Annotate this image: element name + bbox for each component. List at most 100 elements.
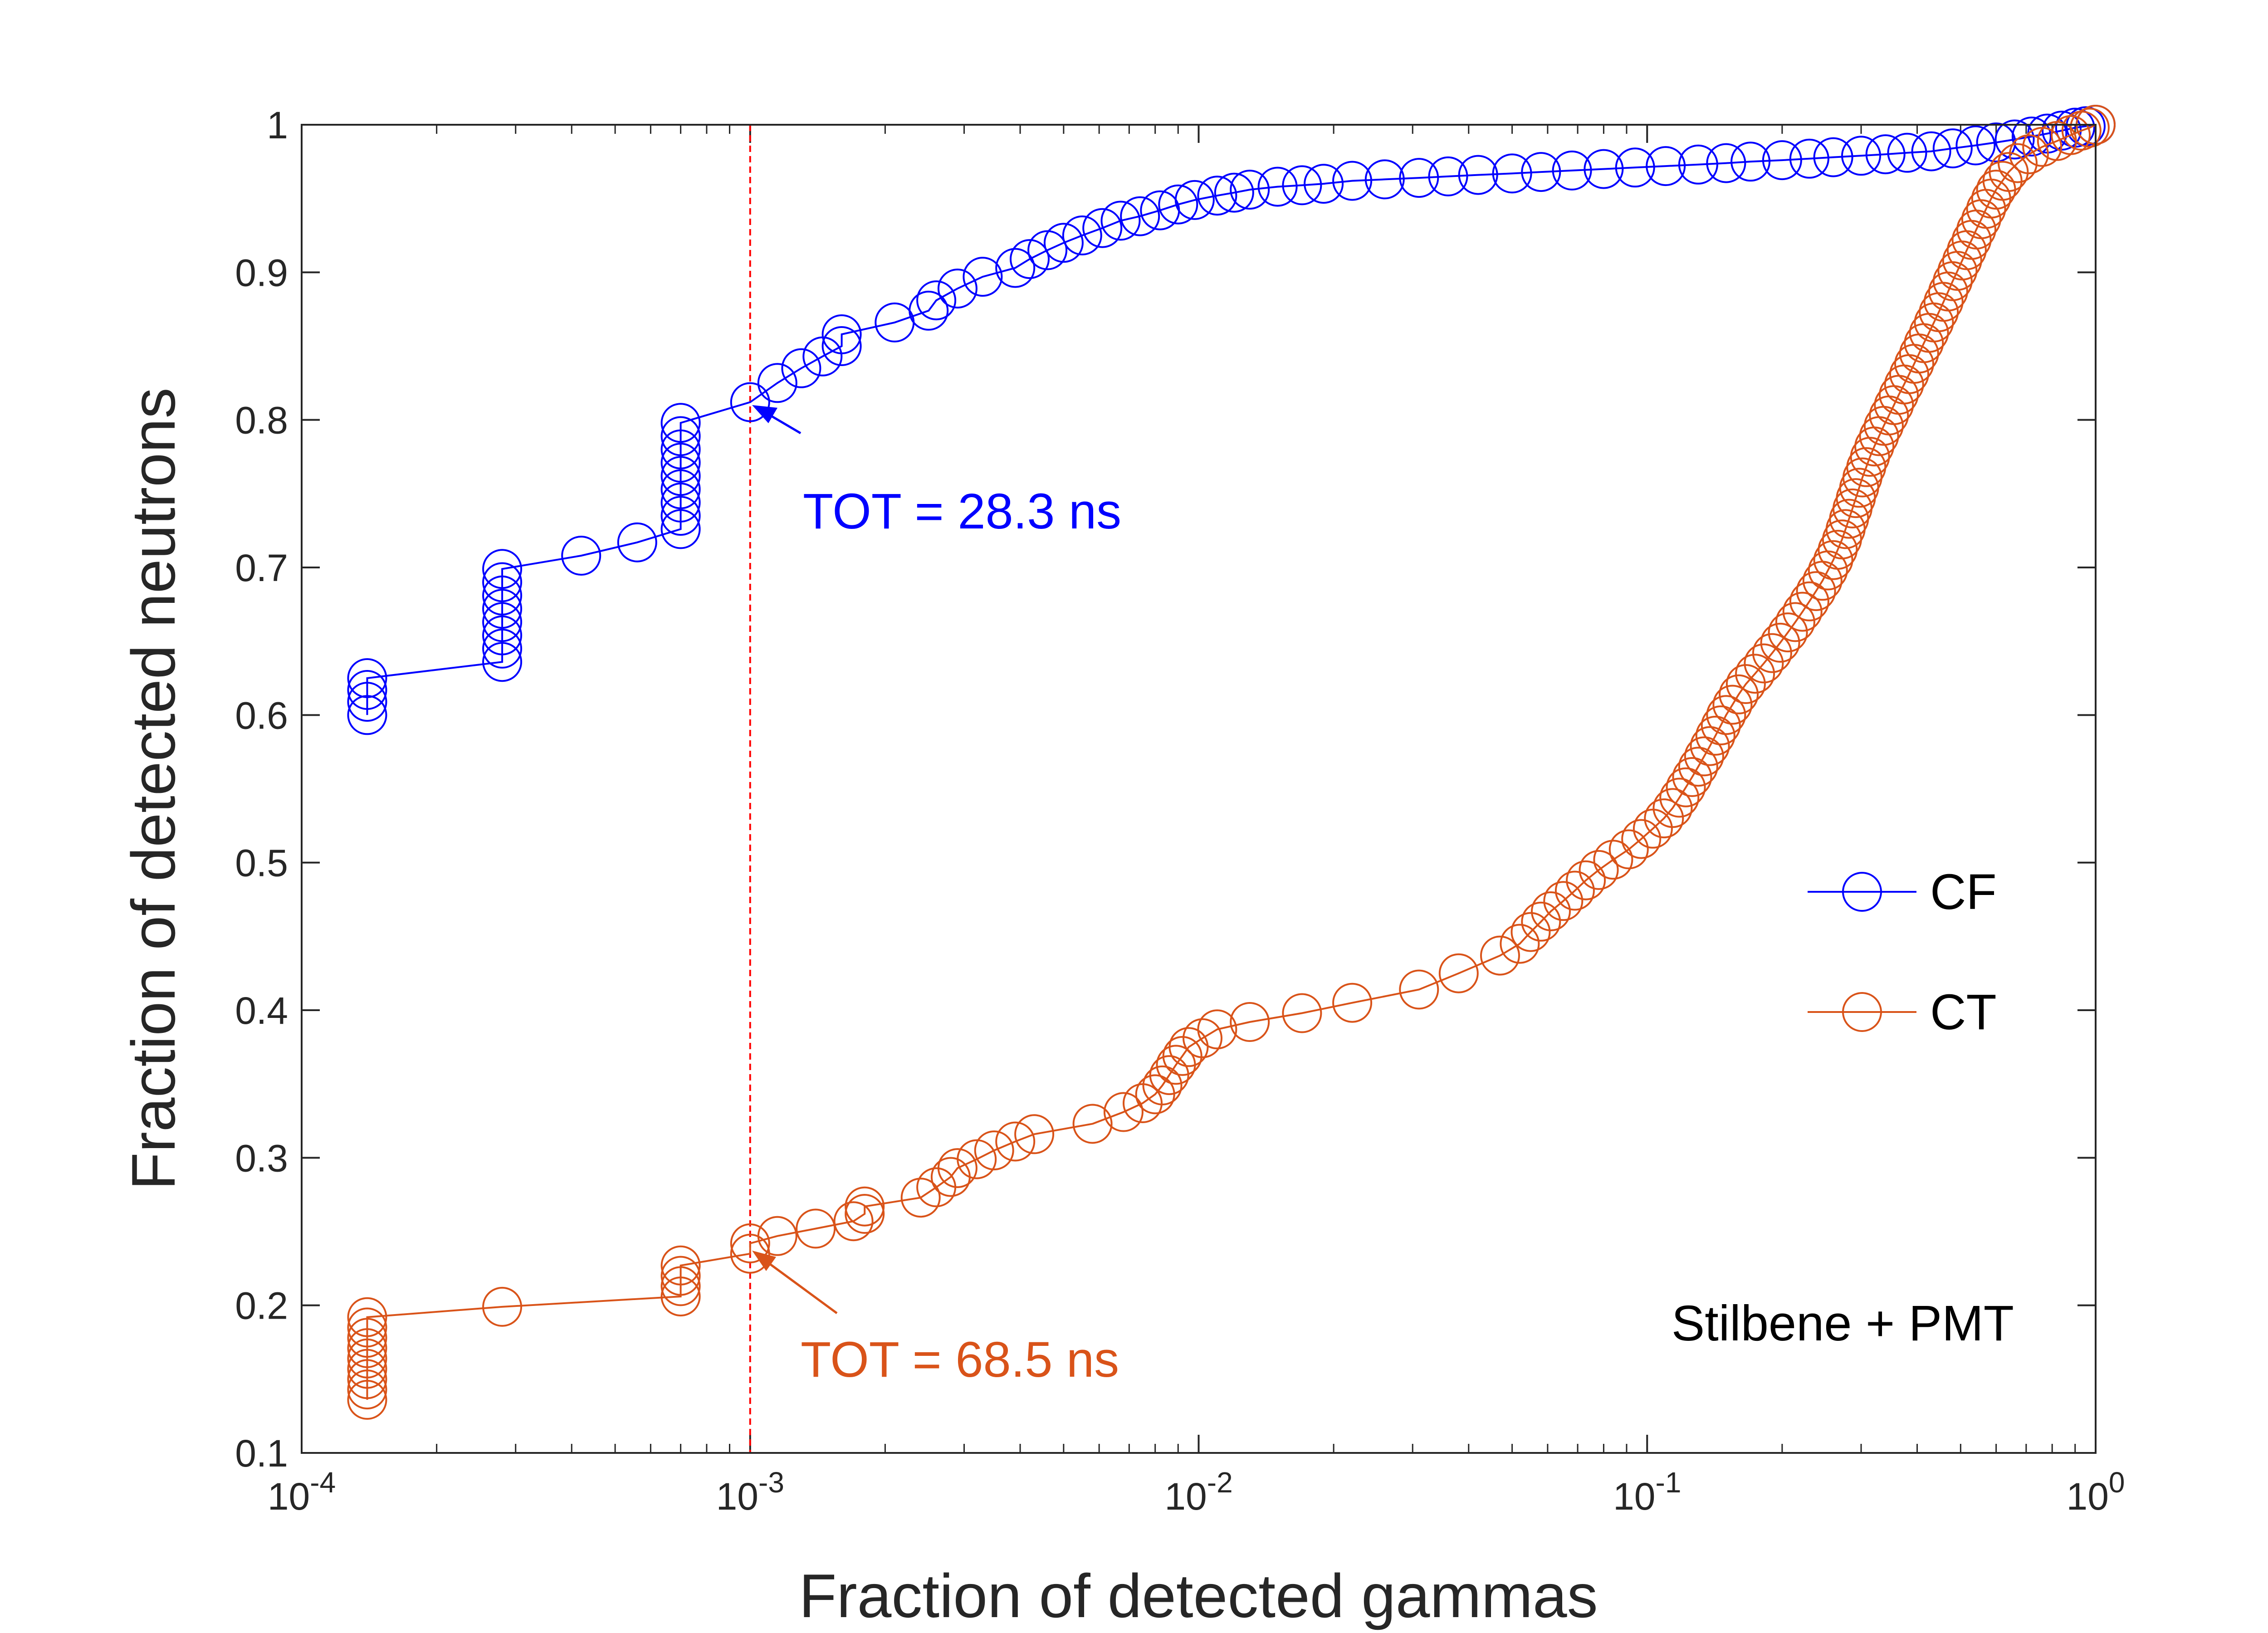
data-point-cf	[1082, 208, 1123, 248]
data-point-ct	[2051, 115, 2091, 155]
data-point-ct	[482, 1286, 523, 1327]
data-point-ct	[1735, 654, 1775, 694]
y-tick-label: 0.6	[235, 694, 288, 737]
data-point-ct	[660, 1245, 701, 1286]
data-point-ct	[730, 1223, 770, 1263]
y-tick-label: 0.2	[235, 1285, 288, 1327]
data-point-ct	[1282, 993, 1322, 1033]
data-point-cf	[482, 615, 523, 655]
data-point-cf	[781, 348, 821, 388]
data-point-cf	[482, 589, 523, 629]
x-tick-label: 10-3	[716, 1466, 784, 1518]
data-point-ct	[1168, 1027, 1209, 1067]
data-point-cf	[482, 628, 523, 669]
data-point-cf	[1364, 159, 1405, 200]
data-point-ct	[1014, 1114, 1055, 1154]
data-point-ct	[347, 1307, 387, 1348]
data-point-ct	[1644, 798, 1684, 839]
y-tick-label: 0.3	[235, 1137, 288, 1179]
series-line-ct	[366, 124, 2096, 1400]
x-tick-label: 10-1	[1613, 1466, 1681, 1518]
data-point-ct	[1760, 622, 1800, 663]
data-point-cf	[482, 642, 523, 682]
data-point-cf	[2011, 117, 2052, 156]
data-point-cf	[1813, 137, 1853, 177]
data-point-ct	[1719, 674, 1759, 714]
data-point-cf	[916, 280, 957, 321]
data-point-cf	[1994, 119, 2035, 160]
data-point-ct	[757, 1216, 797, 1256]
data-point-ct	[660, 1256, 701, 1296]
cf-annotation-arrowhead	[752, 405, 777, 423]
y-tick-label: 0.5	[235, 842, 288, 885]
data-point-ct	[1103, 1092, 1144, 1132]
data-point-cf	[1158, 184, 1198, 225]
data-point-cf	[821, 326, 862, 366]
data-point-cf	[1730, 142, 1771, 182]
data-point-ct	[1652, 788, 1693, 828]
data-point-ct	[1399, 969, 1439, 1010]
series-ct	[347, 105, 2116, 1420]
data-point-cf	[1552, 150, 1592, 191]
data-point-ct	[1521, 901, 1561, 942]
data-point-ct	[1666, 767, 1706, 807]
legend-cf-label: CF	[1930, 864, 1997, 920]
data-point-cf	[660, 443, 701, 483]
data-point-ct	[347, 1359, 387, 1399]
data-point-ct	[937, 1148, 978, 1188]
data-point-ct	[1554, 870, 1595, 911]
data-point-cf	[1257, 166, 1298, 207]
data-point-ct	[1438, 953, 1479, 993]
plot-area	[302, 125, 2096, 1453]
data-point-ct	[347, 1297, 387, 1337]
data-point-ct	[1768, 612, 1808, 653]
data-point-cf	[347, 682, 387, 722]
y-tick-label: 1	[267, 104, 288, 147]
data-point-cf	[1282, 165, 1322, 205]
data-point-cf	[1521, 152, 1561, 192]
data-point-ct	[1725, 664, 1766, 704]
data-point-ct	[1796, 571, 1836, 611]
legend-ct-marker	[1842, 992, 1882, 1032]
data-point-ct	[845, 1194, 885, 1234]
detector-note: Stilbene + PMT	[1672, 1296, 2014, 1351]
data-point-cf	[660, 416, 701, 456]
data-point-ct	[1531, 891, 1571, 931]
series-cf	[347, 105, 2116, 735]
data-point-cf	[482, 549, 523, 589]
data-point-cf	[1492, 153, 1532, 194]
data-point-cf	[1027, 230, 1068, 270]
data-point-cf	[1789, 138, 1829, 179]
data-point-cf	[909, 290, 949, 331]
ct-annotation-arrowhead	[752, 1251, 776, 1271]
data-point-ct	[2069, 108, 2110, 148]
data-point-ct	[1543, 881, 1584, 921]
data-point-cf	[1332, 161, 1373, 201]
data-point-cf	[1678, 144, 1718, 185]
data-point-cf	[1304, 164, 1344, 204]
data-point-ct	[1701, 705, 1741, 746]
data-point-cf	[660, 509, 701, 549]
data-point-ct	[1621, 819, 1662, 859]
data-point-ct	[347, 1328, 387, 1368]
data-point-ct	[1566, 860, 1606, 900]
data-point-ct	[1183, 1018, 1222, 1058]
ct-annotation-label: TOT = 68.5 ns	[801, 1332, 1119, 1388]
data-point-ct	[347, 1349, 387, 1389]
data-point-ct	[796, 1208, 836, 1249]
data-point-cf	[1174, 180, 1215, 220]
y-tick-label: 0.8	[235, 399, 288, 442]
data-point-cf	[347, 658, 387, 698]
data-point-ct	[995, 1121, 1036, 1162]
data-point-cf	[1043, 223, 1084, 263]
legend-cf-marker	[1842, 872, 1882, 912]
data-point-ct	[1230, 1002, 1270, 1042]
data-point-ct	[845, 1186, 885, 1227]
data-point-cf	[2066, 106, 2106, 147]
data-point-ct	[1332, 983, 1373, 1023]
data-point-cf	[1062, 215, 1102, 255]
series-line-cf	[366, 124, 2096, 715]
data-point-ct	[1608, 829, 1649, 870]
data-point-ct	[347, 1379, 387, 1420]
